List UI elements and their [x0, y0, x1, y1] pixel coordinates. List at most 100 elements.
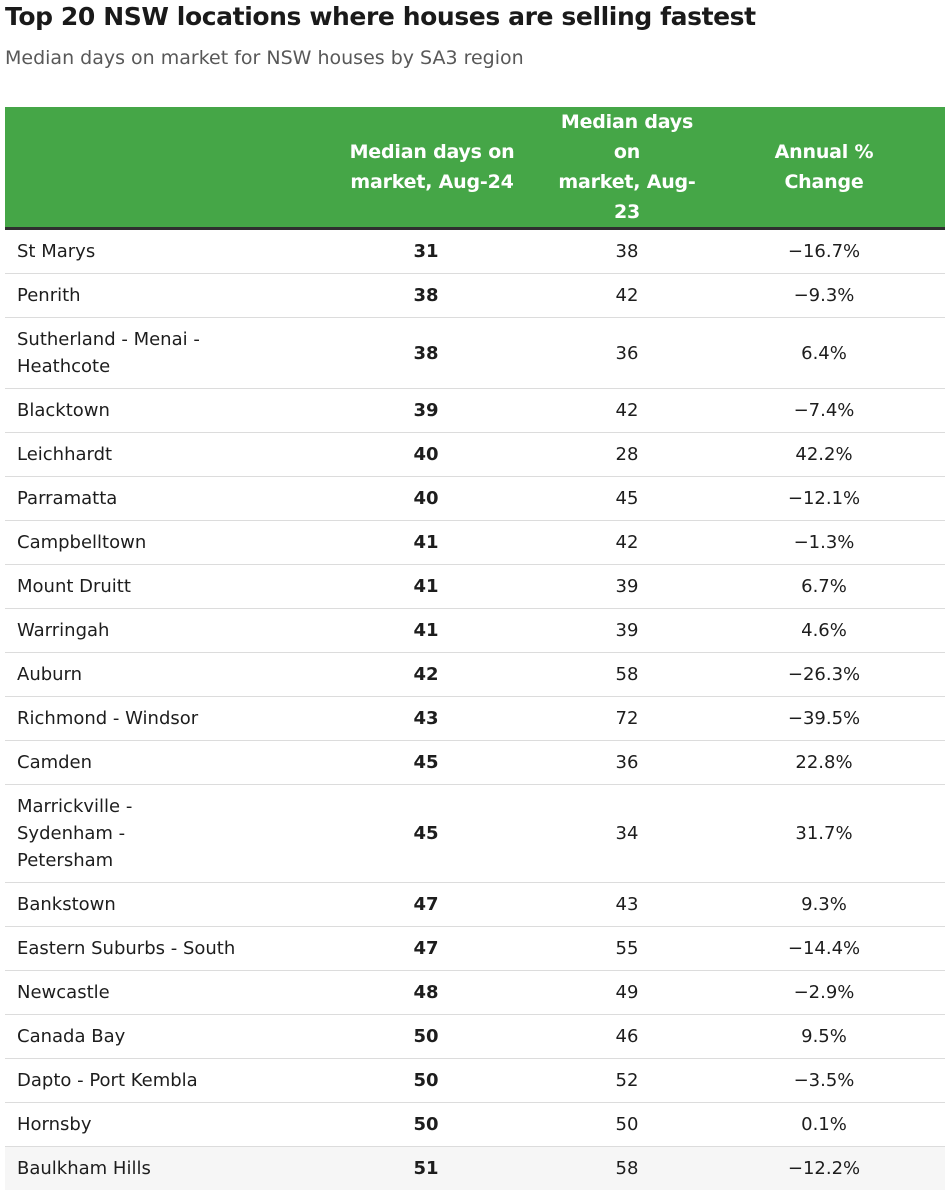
cell-location: Newcastle — [5, 971, 251, 1015]
cell-change: −26.3% — [703, 653, 945, 697]
cell-aug24: 45 — [251, 785, 551, 883]
cell-aug24: 47 — [251, 927, 551, 971]
cell-aug23: 42 — [551, 274, 703, 318]
cell-aug24: 50 — [251, 1103, 551, 1147]
cell-aug23: 28 — [551, 433, 703, 477]
cell-change: −2.9% — [703, 971, 945, 1015]
header-location — [5, 107, 251, 229]
chart-container: Top 20 NSW locations where houses are se… — [0, 0, 946, 1124]
cell-location: Penrith — [5, 274, 251, 318]
header-change-line2: Change — [703, 167, 945, 197]
cell-location: Campbelltown — [5, 521, 251, 565]
cell-aug24: 43 — [251, 697, 551, 741]
cell-location: Richmond - Windsor — [5, 697, 251, 741]
cell-aug24: 41 — [251, 521, 551, 565]
cell-location: Leichhardt — [5, 433, 251, 477]
cell-change: −14.4% — [703, 927, 945, 971]
cell-aug24: 38 — [251, 274, 551, 318]
cell-change: 31.7% — [703, 785, 945, 883]
cell-aug23: 50 — [551, 1103, 703, 1147]
cell-aug23: 58 — [551, 1147, 703, 1190]
cell-aug23: 42 — [551, 521, 703, 565]
cell-location: Parramatta — [5, 477, 251, 521]
cell-location: Dapto - Port Kembla — [5, 1059, 251, 1103]
cell-location: Auburn — [5, 653, 251, 697]
cell-change: 6.4% — [703, 318, 945, 389]
cell-location: Canada Bay — [5, 1015, 251, 1059]
header-aug24-line1: Median days on — [313, 137, 551, 167]
cell-aug23: 72 — [551, 697, 703, 741]
cell-aug24: 50 — [251, 1015, 551, 1059]
cell-aug24: 51 — [251, 1147, 551, 1190]
cell-change: 42.2% — [703, 433, 945, 477]
cell-change: −39.5% — [703, 697, 945, 741]
header-aug23-line1: Median days on — [551, 107, 703, 167]
header-row: Median days on market, Aug-24 Median day… — [5, 107, 945, 229]
cell-change: 6.7% — [703, 565, 945, 609]
cell-aug24: 40 — [251, 477, 551, 521]
cell-aug24: 38 — [251, 318, 551, 389]
cell-aug23: 36 — [551, 741, 703, 785]
cell-location: Bankstown — [5, 883, 251, 927]
cell-aug24: 41 — [251, 565, 551, 609]
cell-location: Hornsby — [5, 1103, 251, 1147]
cell-location: Mount Druitt — [5, 565, 251, 609]
cell-aug24: 41 — [251, 609, 551, 653]
cell-change: −7.4% — [703, 389, 945, 433]
cell-aug23: 34 — [551, 785, 703, 883]
cell-change: 4.6% — [703, 609, 945, 653]
cell-aug23: 39 — [551, 609, 703, 653]
chart-title: Top 20 NSW locations where houses are se… — [5, 2, 756, 31]
cell-aug23: 39 — [551, 565, 703, 609]
cell-aug24: 48 — [251, 971, 551, 1015]
cell-change: −1.3% — [703, 521, 945, 565]
cell-change: 9.5% — [703, 1015, 945, 1059]
header-aug23: Median days on market, Aug-23 — [551, 107, 703, 229]
cell-aug23: 45 — [551, 477, 703, 521]
cell-change: −9.3% — [703, 274, 945, 318]
cell-aug23: 42 — [551, 389, 703, 433]
cell-aug23: 46 — [551, 1015, 703, 1059]
cell-change: −12.2% — [703, 1147, 945, 1190]
cell-change: 9.3% — [703, 883, 945, 927]
cell-location: Baulkham Hills — [5, 1147, 251, 1190]
cell-location: Eastern Suburbs - South — [5, 927, 251, 971]
cell-change: 22.8% — [703, 741, 945, 785]
cell-location: Camden — [5, 741, 251, 785]
cell-aug23: 55 — [551, 927, 703, 971]
cell-location: Marrickville - Sydenham - Petersham — [5, 785, 251, 883]
cell-location: Warringah — [5, 609, 251, 653]
data-table: Median days on market, Aug-24 Median day… — [5, 107, 945, 1190]
cell-change: −12.1% — [703, 477, 945, 521]
cell-aug23: 49 — [551, 971, 703, 1015]
header-change-line1: Annual % — [703, 137, 945, 167]
cell-location: Blacktown — [5, 389, 251, 433]
chart-subtitle: Median days on market for NSW houses by … — [5, 47, 524, 69]
cell-aug24: 47 — [251, 883, 551, 927]
cell-aug23: 52 — [551, 1059, 703, 1103]
cell-change: −16.7% — [703, 229, 945, 274]
cell-aug24: 31 — [251, 229, 551, 274]
cell-aug24: 42 — [251, 653, 551, 697]
table-header: Median days on market, Aug-24 Median day… — [5, 107, 945, 229]
header-aug24: Median days on market, Aug-24 — [251, 107, 551, 229]
header-aug24-line2: market, Aug-24 — [313, 167, 551, 197]
